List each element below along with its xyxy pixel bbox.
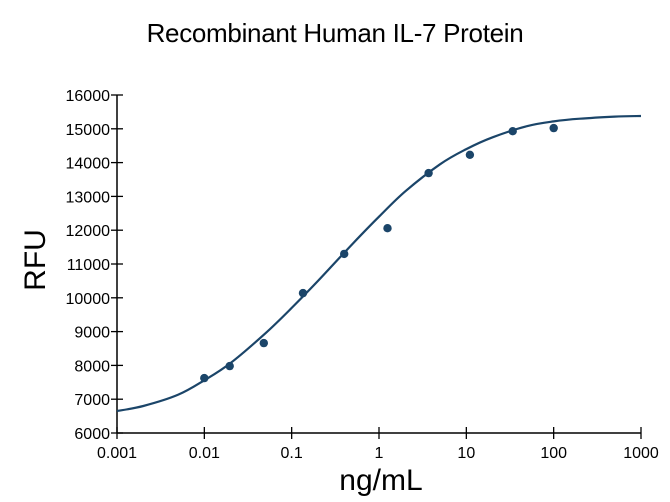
data-point (508, 127, 517, 136)
data-point (383, 224, 392, 233)
data-point (200, 373, 209, 383)
x-axis-title: ng/mL (339, 464, 422, 497)
data-point (549, 123, 558, 133)
x-tick-label: 100 (540, 445, 567, 462)
x-tick-label: 0.1 (281, 445, 303, 462)
y-tick-label: 13000 (66, 189, 111, 206)
x-tick-label: 1000 (623, 445, 659, 462)
y-tick-label: 11000 (67, 257, 110, 274)
y-tick-label: 14000 (66, 156, 111, 173)
y-tick-label: 8000 (74, 358, 110, 375)
y-axis-title: RFU (19, 229, 52, 291)
data-point (225, 361, 234, 371)
x-tick-label: 10 (457, 445, 475, 462)
data-point (298, 288, 308, 298)
chart-title: Recombinant Human IL-7 Protein (146, 18, 524, 48)
fitted-curve-line (116, 114, 642, 413)
y-tick-label: 6000 (74, 426, 110, 443)
x-tick-label: 0.001 (97, 445, 137, 462)
y-tick-label: 12000 (66, 223, 111, 240)
axes: 6000700080009000100001100012000130001400… (66, 88, 659, 462)
data-point (340, 249, 349, 259)
data-point (424, 168, 433, 178)
y-tick-label: 10000 (66, 291, 111, 308)
data-point (259, 338, 268, 348)
data-points (200, 123, 558, 383)
x-tick-label: 1 (375, 445, 384, 462)
y-tick-label: 16000 (66, 88, 111, 105)
fitted-curve (116, 114, 642, 413)
data-point (465, 150, 475, 159)
y-tick-label: 7000 (74, 392, 110, 409)
y-tick-label: 15000 (66, 122, 111, 139)
x-tick-label: 0.01 (189, 445, 220, 462)
y-tick-label: 9000 (74, 325, 110, 342)
